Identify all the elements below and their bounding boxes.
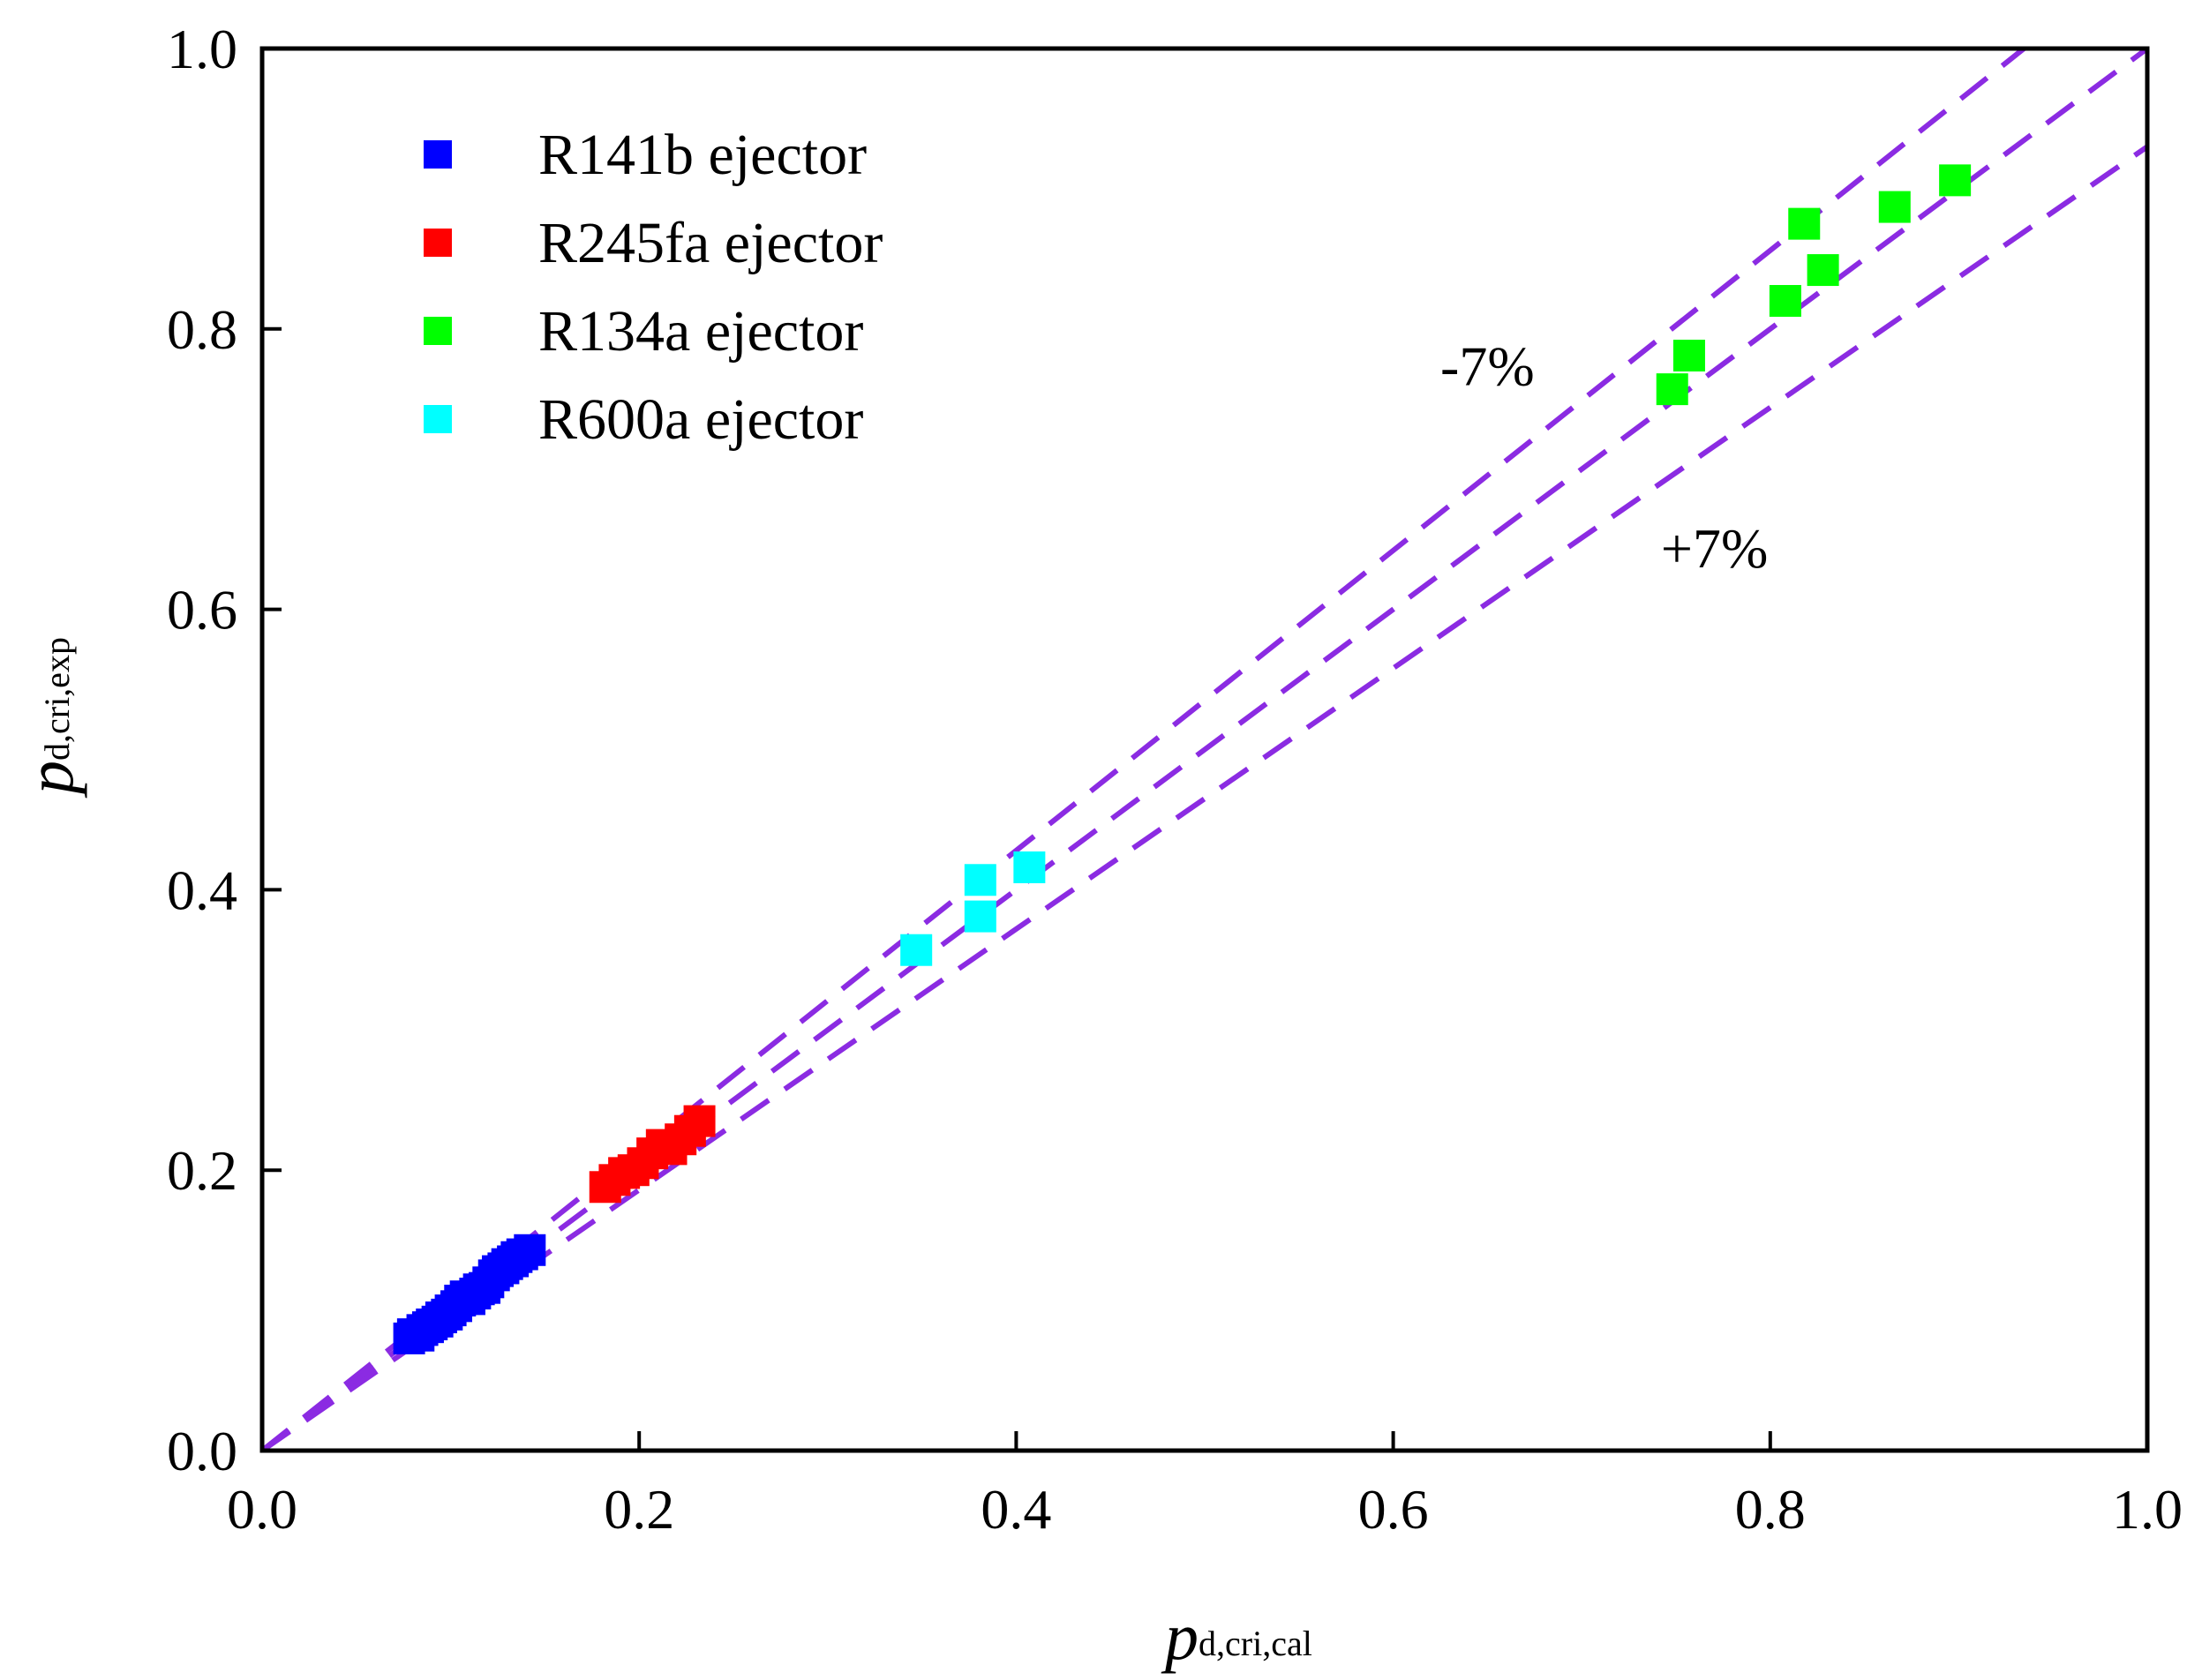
- reference-lines: [260, 46, 2149, 1453]
- x-axis-label: pd,cri,cal: [1161, 1600, 1312, 1674]
- y-axis-label-sub: d,cri,exp: [37, 637, 77, 761]
- data-point-s3-1: [964, 900, 996, 933]
- data-point-s2-6: [1939, 164, 1972, 197]
- y-tick-label-0: 0.0: [167, 1420, 237, 1482]
- tick-labels: 0.0 0.2 0.4 0.6 0.8 1.0 0.0 0.2 0.4 0.6 0.8 1.0: [167, 18, 2183, 1541]
- data-point-s3-0: [900, 934, 933, 966]
- data-point-s3-3: [1013, 851, 1046, 883]
- y-axis-label: pd,cri,exp: [13, 637, 87, 799]
- legend-swatch-2: [424, 317, 452, 345]
- data-point-s3-2: [964, 864, 996, 896]
- x-axis-label-sub: d,cri,cal: [1199, 1624, 1312, 1663]
- y-tick-label-3: 0.6: [167, 579, 237, 641]
- data-point-s2-3: [1788, 207, 1821, 240]
- x-tick-label-2: 0.4: [981, 1478, 1051, 1541]
- data-point-s2-0: [1656, 373, 1688, 406]
- x-axis-label-main: p: [1161, 1600, 1199, 1674]
- legend-label-0: R141b ejector: [538, 123, 867, 187]
- data-point-s2-4: [1807, 254, 1839, 287]
- y-tick-label-2: 0.4: [167, 859, 237, 921]
- reference-line-1: [260, 46, 2149, 1453]
- legend-swatch-3: [424, 405, 452, 433]
- reference-line-2: [260, 144, 2149, 1453]
- y-tick-label-5: 1.0: [167, 18, 237, 80]
- data-point-s2-2: [1769, 285, 1801, 318]
- axis-ticks: [260, 47, 2149, 1452]
- legend-swatch-0: [424, 140, 452, 169]
- annotation-1: +7%: [1661, 517, 1768, 580]
- legend: R141b ejector R245fa ejector R134a ejector…: [424, 123, 883, 452]
- plot-frame: [259, 46, 2150, 1453]
- data-points: [393, 164, 1972, 1354]
- x-tick-label-3: 0.6: [1358, 1478, 1429, 1541]
- legend-swatch-1: [424, 229, 452, 257]
- data-point-s1-10: [683, 1105, 716, 1137]
- legend-label-3: R600a ejector: [538, 387, 863, 452]
- annotations: -7% +7%: [1440, 334, 1768, 580]
- x-tick-label-1: 0.2: [604, 1478, 674, 1541]
- reference-line-0: [260, 46, 2026, 1453]
- data-point-s2-1: [1672, 339, 1705, 371]
- annotation-0: -7%: [1440, 334, 1535, 397]
- legend-label-1: R245fa ejector: [538, 211, 883, 275]
- legend-label-2: R134a ejector: [538, 299, 863, 364]
- x-tick-label-5: 1.0: [2112, 1478, 2183, 1541]
- y-axis-label-main: p: [13, 761, 87, 799]
- y-tick-label-1: 0.2: [167, 1139, 237, 1202]
- x-tick-label-4: 0.8: [1735, 1478, 1806, 1541]
- data-point-s2-5: [1878, 191, 1911, 223]
- y-tick-label-4: 0.8: [167, 298, 237, 361]
- x-tick-label-0: 0.0: [227, 1478, 297, 1541]
- data-point-s0-25: [514, 1234, 546, 1266]
